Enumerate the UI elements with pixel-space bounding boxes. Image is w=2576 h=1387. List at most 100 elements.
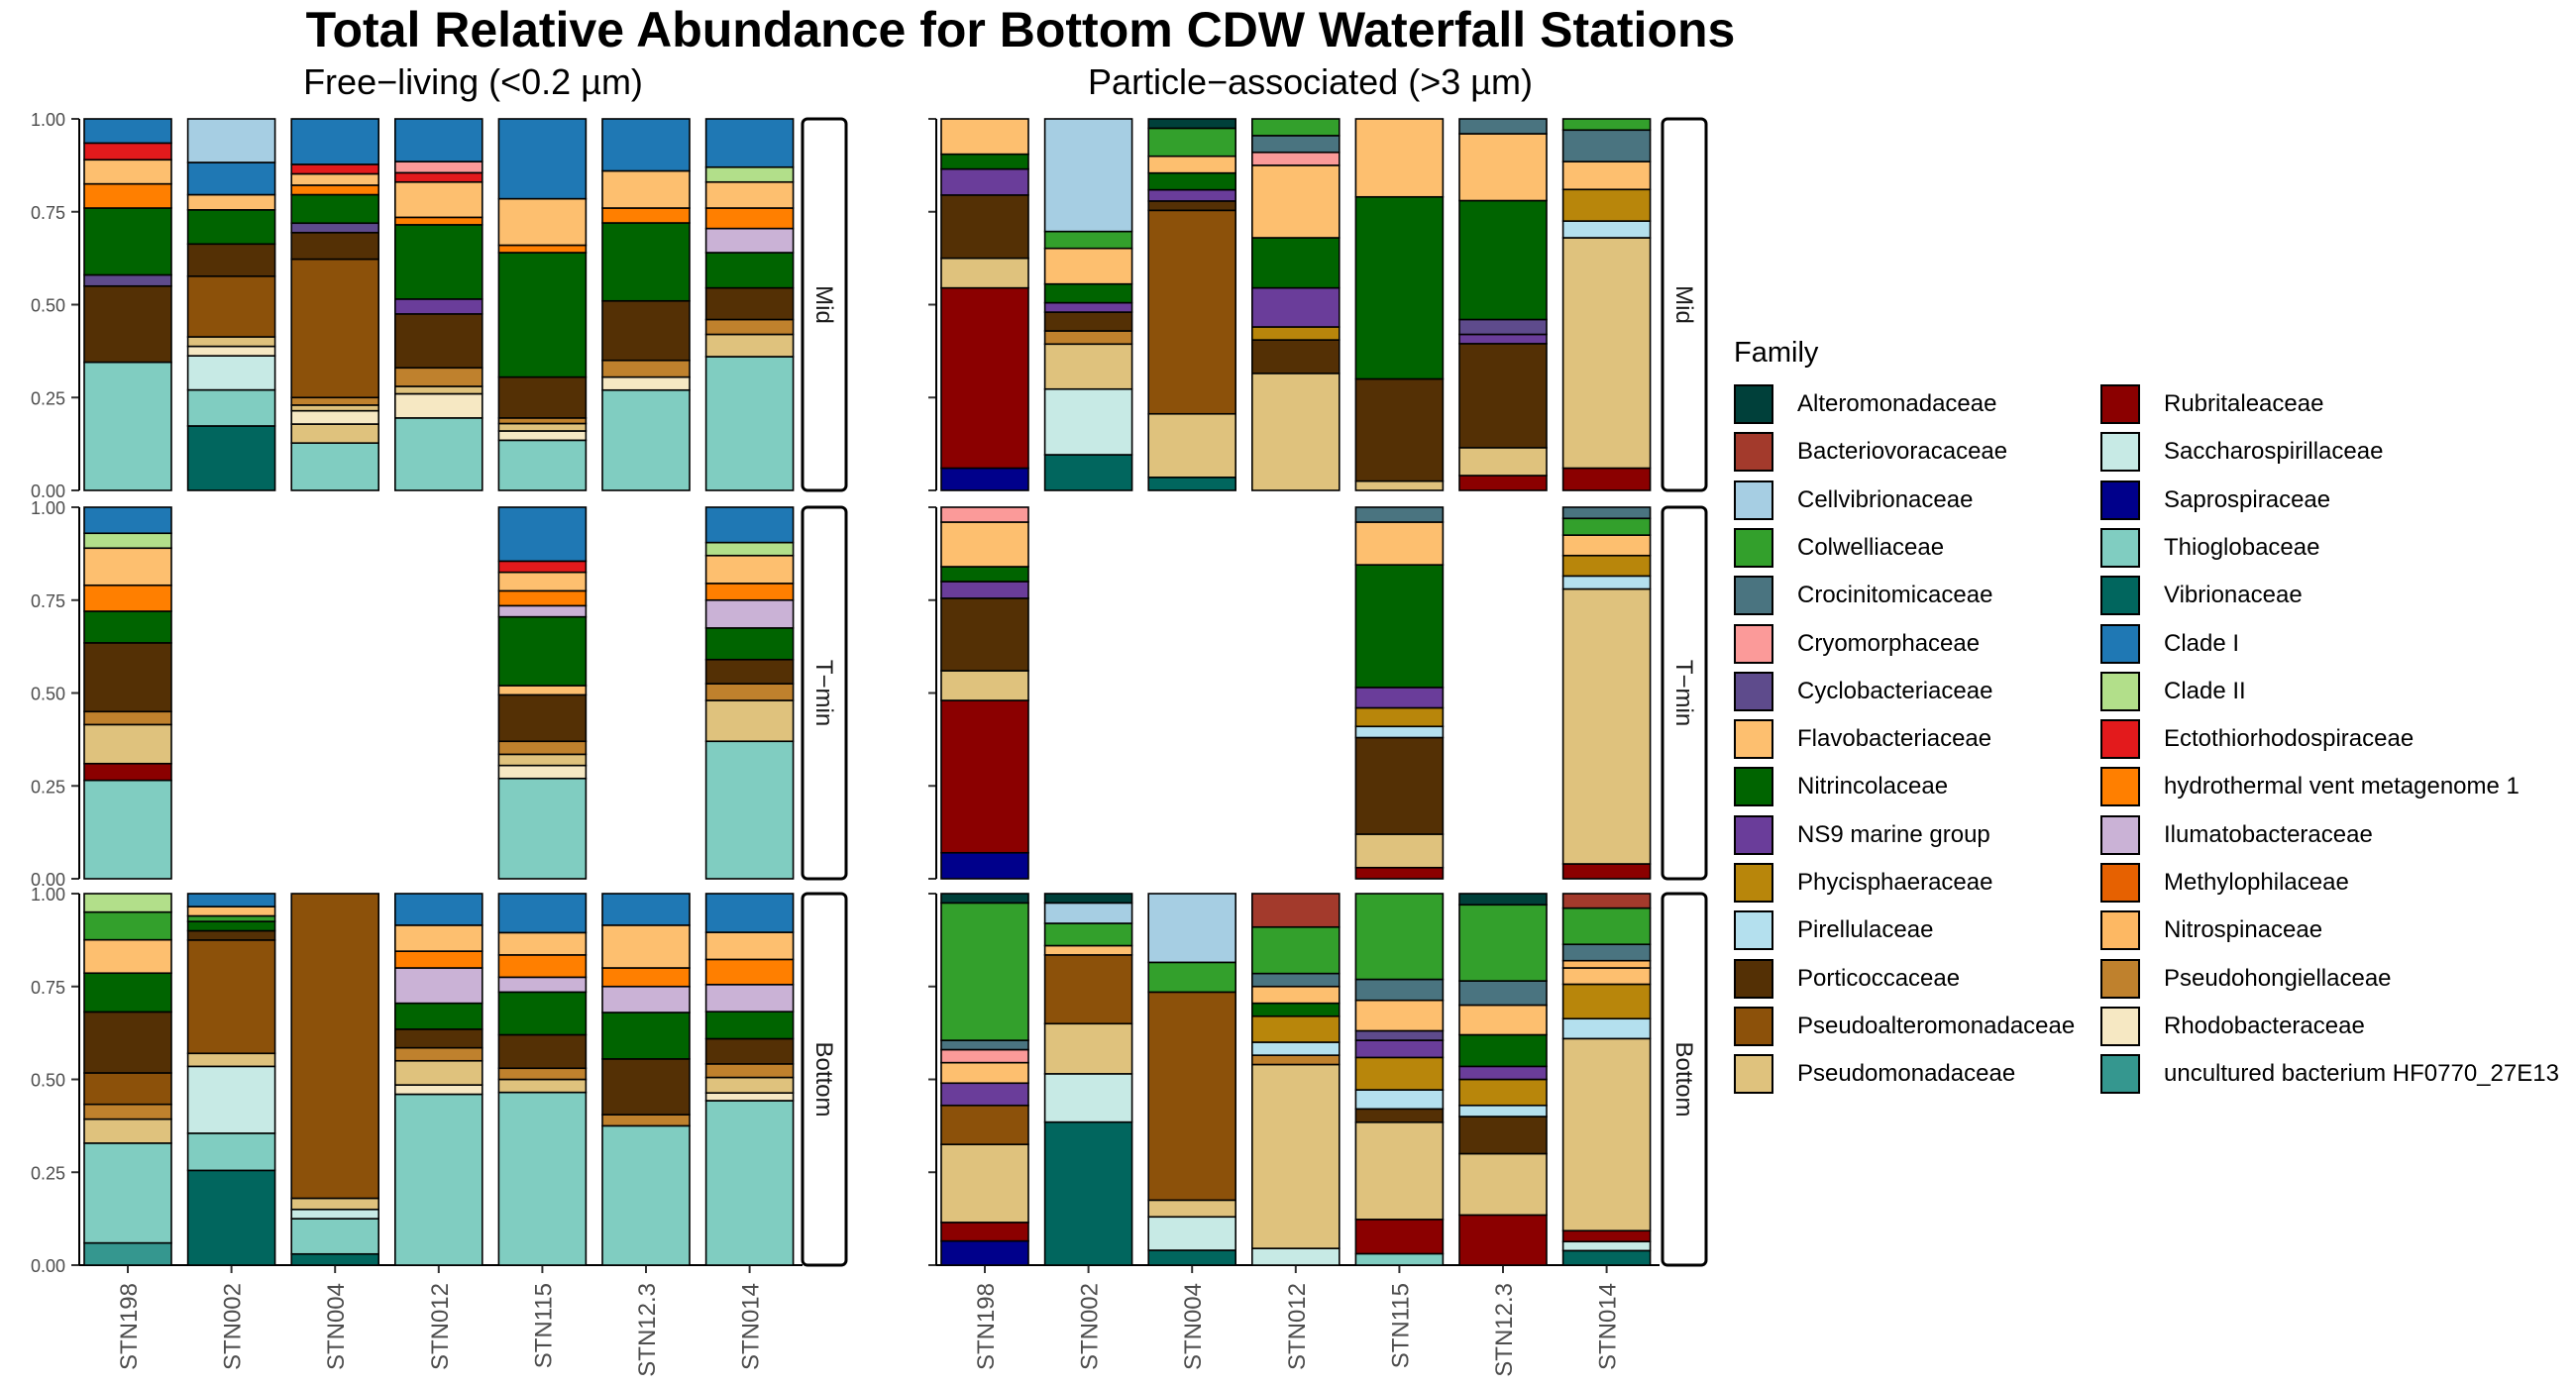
bar-segment-stn012-bacteriovoracaceae <box>1251 893 1341 928</box>
bar-segment-stn198-uncultured-bacterium-hf0770-27e13 <box>83 1241 172 1266</box>
bar-segment-stn115-clade-i <box>497 118 588 200</box>
bar-segment-stn002-cellvibrionaceae <box>186 118 276 163</box>
y-tick-label: 0.25 <box>31 777 65 797</box>
bar-segment-stn002-pseudoalteromonadaceae <box>186 275 276 338</box>
bar-segment-stn002-rhodobacteraceae <box>186 345 276 357</box>
bar-segment-stn198-alteromonadaceae <box>940 893 1029 905</box>
bar-segment-stn014-nitrospinaceae <box>1561 959 1652 969</box>
bar-segment-stn115-pseudomonadaceae <box>1354 480 1445 491</box>
x-tick-label-stn004: STN004 <box>323 1283 350 1370</box>
bar-segment-stn198-pseudomonadaceae <box>83 723 172 765</box>
x-tick-label-stn115: STN115 <box>1387 1283 1414 1368</box>
bar-segment-stn002-colwelliaceae <box>1043 230 1133 250</box>
bar-segment-stn002-vibrionaceae <box>1043 1120 1133 1266</box>
bar-segment-stn12-3-rubritaleaceae <box>1458 475 1548 491</box>
bar-segment-stn012-clade-i <box>393 893 483 926</box>
bar-segment-stn198-rubritaleaceae <box>940 1222 1029 1242</box>
bar-segment-stn115-porticoccaceae <box>497 694 588 743</box>
bar-segment-stn115-nitrincolaceae <box>497 615 588 687</box>
legend-swatch <box>1734 527 1773 568</box>
bar-segment-stn012-porticoccaceae <box>1251 339 1341 374</box>
bar-segment-stn198-pseudoalteromonadaceae <box>940 1104 1029 1145</box>
bar-segment-stn115-pseudomonadaceae <box>497 753 588 767</box>
legend-label: Alteromonadaceae <box>1797 390 1997 417</box>
legend-swatch <box>1734 1054 1773 1095</box>
bar-segment-stn002-vibrionaceae <box>186 425 276 491</box>
bar-segment-stn12-3-flavobacteriaceae <box>601 169 691 209</box>
bar-segment-stn115-nitrincolaceae <box>1354 195 1445 380</box>
x-tick-label-stn115: STN115 <box>530 1283 557 1368</box>
bar-segment-stn012-nitrincolaceae <box>393 224 483 300</box>
bar-segment-stn014-crocinitomicaceae <box>1561 129 1652 162</box>
legend-label: Porticoccaceae <box>1797 964 1961 992</box>
legend-swatch <box>2100 480 2140 520</box>
y-tick-label: 0.75 <box>31 203 65 223</box>
bar-segment-stn014-thioglobaceae <box>704 1100 795 1266</box>
bar-segment-stn014-pseudomonadaceae <box>1561 1037 1652 1232</box>
bar-segment-stn198-cryomorphaceae <box>940 506 1029 523</box>
bar-segment-stn198-flavobacteriaceae <box>940 521 1029 568</box>
legend-swatch <box>1734 1006 1773 1046</box>
bar-segment-stn004-porticoccaceae <box>1147 200 1236 212</box>
bar-segment-stn12-3-cyclobacteriaceae <box>1458 318 1548 336</box>
legend-label: Vibrionaceae <box>2164 582 2303 609</box>
facet-title-free-living: Free−living (<0.2 µm) <box>303 61 643 102</box>
bar-segment-stn002-porticoccaceae <box>1043 311 1133 332</box>
bar-segment-stn115-flavobacteriaceae <box>497 931 588 956</box>
bar-segment-stn12-3-nitrincolaceae <box>1458 1033 1548 1068</box>
bar-segment-stn12-3-alteromonadaceae <box>1458 893 1548 907</box>
bar-segment-stn198-ns9-marine-group <box>940 167 1029 196</box>
bar-segment-stn004-pseudoalteromonadaceae <box>1147 209 1236 415</box>
bar-segment-stn004-colwelliaceae <box>1147 127 1236 158</box>
bar-segment-stn012-pseudohongiellaceae <box>393 1046 483 1062</box>
facet-strip-label-t-min: T−min <box>1670 660 1697 726</box>
bar-segment-stn002-pseudoalteromonadaceae <box>1043 954 1133 1025</box>
legend-label: Saprospiraceae <box>2164 485 2331 513</box>
bar-segment-stn002-flavobacteriaceae <box>186 906 276 917</box>
bar-segment-stn12-3-phycisphaeraceae <box>1458 1078 1548 1107</box>
facet-strip <box>1661 892 1708 1267</box>
bar-segment-stn198-hydrothermal-vent-metagenome-1 <box>83 584 172 612</box>
bar-segment-stn198-rubritaleaceae <box>83 762 172 782</box>
bar-segment-stn12-3-pseudohongiellaceae <box>601 1114 691 1127</box>
bar-segment-stn198-flavobacteriaceae <box>940 118 1029 156</box>
bar-segment-stn014-flavobacteriaceae <box>704 554 795 585</box>
bar-segment-stn115-pseudohongiellaceae <box>497 740 588 756</box>
bar-segment-stn115-thioglobaceae <box>497 439 588 491</box>
bar-segment-stn004-nitrincolaceae <box>1147 171 1236 191</box>
bar-segment-stn002-pseudoalteromonadaceae <box>186 939 276 1055</box>
bar-segment-stn004-pseudomonadaceae <box>290 1197 380 1211</box>
bar-segment-stn115-rhodobacteraceae <box>497 430 588 442</box>
bar-segment-stn115-flavobacteriaceae <box>1354 521 1445 566</box>
bar-segment-stn198-cryomorphaceae <box>940 1048 1029 1064</box>
bar-segment-stn014-rhodobacteraceae <box>704 1092 795 1102</box>
x-tick-label-stn198: STN198 <box>116 1283 143 1370</box>
bar-segment-stn198-rubritaleaceae <box>940 286 1029 470</box>
x-tick-label-stn014: STN014 <box>1595 1283 1622 1370</box>
bar-segment-stn012-nitrincolaceae <box>393 1002 483 1030</box>
bar-segment-stn12-3-ilumatobacteraceae <box>601 985 691 1014</box>
facet-strip <box>801 892 848 1267</box>
bar-segment-stn002-pseudohongiellaceae <box>1043 330 1133 346</box>
bar-segment-stn004-pseudomonadaceae <box>290 423 380 444</box>
bar-segment-stn014-hydrothermal-vent-metagenome-1 <box>704 583 795 601</box>
y-tick-label: 0.00 <box>31 870 65 890</box>
bar-segment-stn012-colwelliaceae <box>1251 925 1341 975</box>
bar-segment-stn014-phycisphaeraceae <box>1561 983 1652 1020</box>
bar-segment-stn014-ilumatobacteraceae <box>704 983 795 1013</box>
y-tick-label: 0.25 <box>31 388 65 408</box>
bar-segment-stn012-pseudohongiellaceae <box>1251 1054 1341 1066</box>
legend-title: Family <box>1734 337 1819 369</box>
legend-label: Pirellulaceae <box>1797 916 1934 944</box>
bar-segment-stn014-pseudohongiellaceae <box>704 683 795 701</box>
bar-segment-stn115-flavobacteriaceae <box>497 685 588 696</box>
bar-segment-stn198-pseudomonadaceae <box>940 670 1029 701</box>
legend-swatch <box>2100 958 2140 999</box>
bar-segment-stn012-thioglobaceae <box>393 1093 483 1266</box>
bar-segment-stn12-3-flavobacteriaceae <box>601 924 691 969</box>
y-tick-label: 0.50 <box>31 685 65 704</box>
y-tick-label: 0.25 <box>31 1163 65 1183</box>
bar-segment-stn115-cyclobacteriaceae <box>1354 1029 1445 1041</box>
legend-label: Ectothiorhodospiraceae <box>2164 725 2415 753</box>
facet-strip-label-bottom: Bottom <box>810 1041 837 1117</box>
